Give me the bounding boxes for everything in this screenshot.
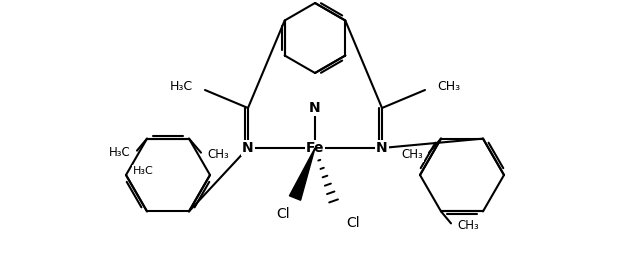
Text: H₃C: H₃C xyxy=(109,146,131,159)
Text: N: N xyxy=(309,101,321,115)
Polygon shape xyxy=(289,148,315,200)
Text: CH₃: CH₃ xyxy=(457,219,479,232)
Text: N: N xyxy=(242,141,254,155)
Text: Cl: Cl xyxy=(276,207,290,221)
Text: Fe: Fe xyxy=(306,141,324,155)
Text: CH₃: CH₃ xyxy=(401,148,423,161)
Text: CH₃: CH₃ xyxy=(207,148,229,161)
Text: H₃C: H₃C xyxy=(170,80,193,93)
Text: N: N xyxy=(376,141,388,155)
Text: H₃C: H₃C xyxy=(133,166,153,176)
Text: Cl: Cl xyxy=(346,216,360,230)
Text: CH₃: CH₃ xyxy=(437,80,460,93)
